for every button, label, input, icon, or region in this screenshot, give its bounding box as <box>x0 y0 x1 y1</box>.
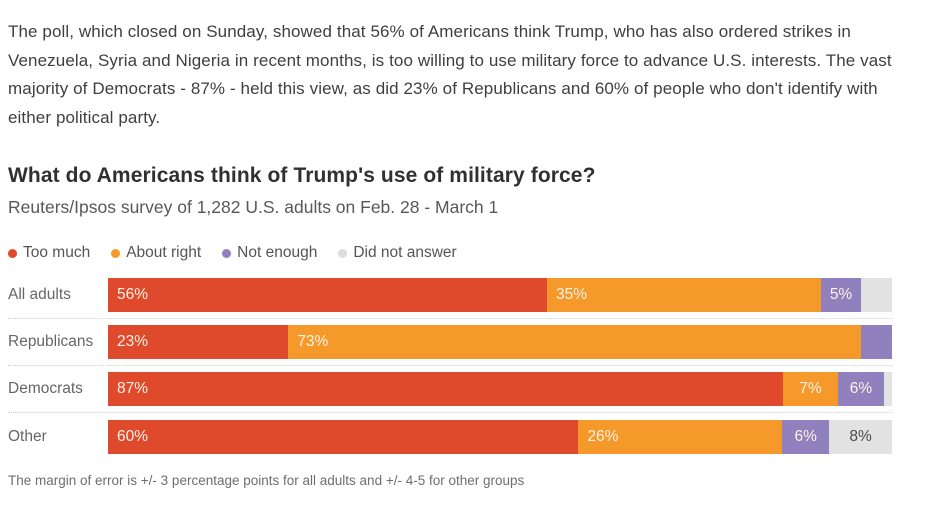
chart-row-all-adults: All adults 56% 35% 5% <box>8 272 892 319</box>
bar-segment-not-enough: 5% <box>821 278 861 312</box>
segment-value-label: 56% <box>117 286 149 303</box>
category-label: Democrats <box>8 380 83 397</box>
segment-value-label: 5% <box>829 286 853 303</box>
segment-value-label: 73% <box>297 333 329 350</box>
stacked-bar: 23% 73% <box>108 325 892 359</box>
bar-segment-did-not-answer <box>860 278 892 312</box>
chart-row-republicans: Republicans 23% 73% <box>8 319 892 366</box>
article-page: The poll, which closed on Sunday, showed… <box>8 18 908 488</box>
chart-row-democrats: Democrats 87% 7% 6% <box>8 366 892 413</box>
chart-footnote: The margin of error is +/- 3 percentage … <box>8 473 525 488</box>
category-label: Other <box>8 427 47 445</box>
chart-subtitle: Reuters/Ipsos survey of 1,282 U.S. adult… <box>8 197 499 217</box>
bar-segment-not-enough: 6% <box>782 419 830 454</box>
bar-segment-about-right: 35% <box>547 278 822 312</box>
legend-label: Not enough <box>237 244 318 261</box>
category-label: All adults <box>8 286 71 303</box>
legend-label: Did not answer <box>353 244 457 261</box>
chart-row-other: Other 60% 26% 6% 8% <box>8 413 892 460</box>
legend-item-not-enough: Not enough <box>222 244 317 262</box>
segment-value-label: 7% <box>799 380 822 397</box>
legend-dot-icon <box>8 248 17 258</box>
stacked-bar: 56% 35% 5% <box>108 278 892 312</box>
bar-segment-about-right: 73% <box>288 325 861 359</box>
bar-segment-not-enough <box>860 325 892 359</box>
legend-dot-icon <box>338 248 348 258</box>
category-label: Republicans <box>8 333 94 350</box>
segment-value-label: 60% <box>117 427 149 445</box>
legend-label: About right <box>126 244 202 261</box>
stacked-bar-chart: All adults 56% 35% 5% Republicans 23% 73% Democ… <box>8 272 892 460</box>
bar-segment-too-much: 60% <box>108 419 579 454</box>
bar-segment-about-right: 26% <box>578 419 783 454</box>
bar-segment-did-not-answer: 8% <box>829 419 892 454</box>
legend-dot-icon <box>111 248 121 258</box>
legend-label: Too much <box>23 244 91 261</box>
bar-segment-not-enough: 6% <box>837 372 885 406</box>
segment-value-label: 26% <box>587 427 619 445</box>
segment-value-label: 87% <box>117 380 149 397</box>
bar-segment-too-much: 87% <box>108 372 784 406</box>
chart-title: What do Americans think of Trump's use o… <box>8 164 596 187</box>
segment-value-label: 6% <box>794 427 817 445</box>
legend-item-too-much: Too much <box>8 244 90 262</box>
legend-item-about-right: About right <box>111 244 201 262</box>
bar-segment-too-much: 23% <box>108 325 289 359</box>
stacked-bar: 60% 26% 6% 8% <box>108 419 892 454</box>
segment-value-label: 35% <box>556 286 588 303</box>
bar-segment-too-much: 56% <box>108 278 548 312</box>
bar-segment-did-not-answer <box>884 372 892 406</box>
segment-value-label: 23% <box>117 333 149 350</box>
stacked-bar: 87% 7% 6% <box>108 372 892 406</box>
segment-value-label: 6% <box>849 380 873 397</box>
segment-value-label: 8% <box>849 427 872 445</box>
chart-legend: Too much About right Not enough Did not ans… <box>8 244 908 262</box>
legend-item-did-not-answer: Did not answer <box>338 244 457 262</box>
legend-dot-icon <box>222 248 232 258</box>
article-paragraph: The poll, which closed on Sunday, showed… <box>8 22 892 127</box>
bar-segment-about-right: 7% <box>783 372 838 406</box>
